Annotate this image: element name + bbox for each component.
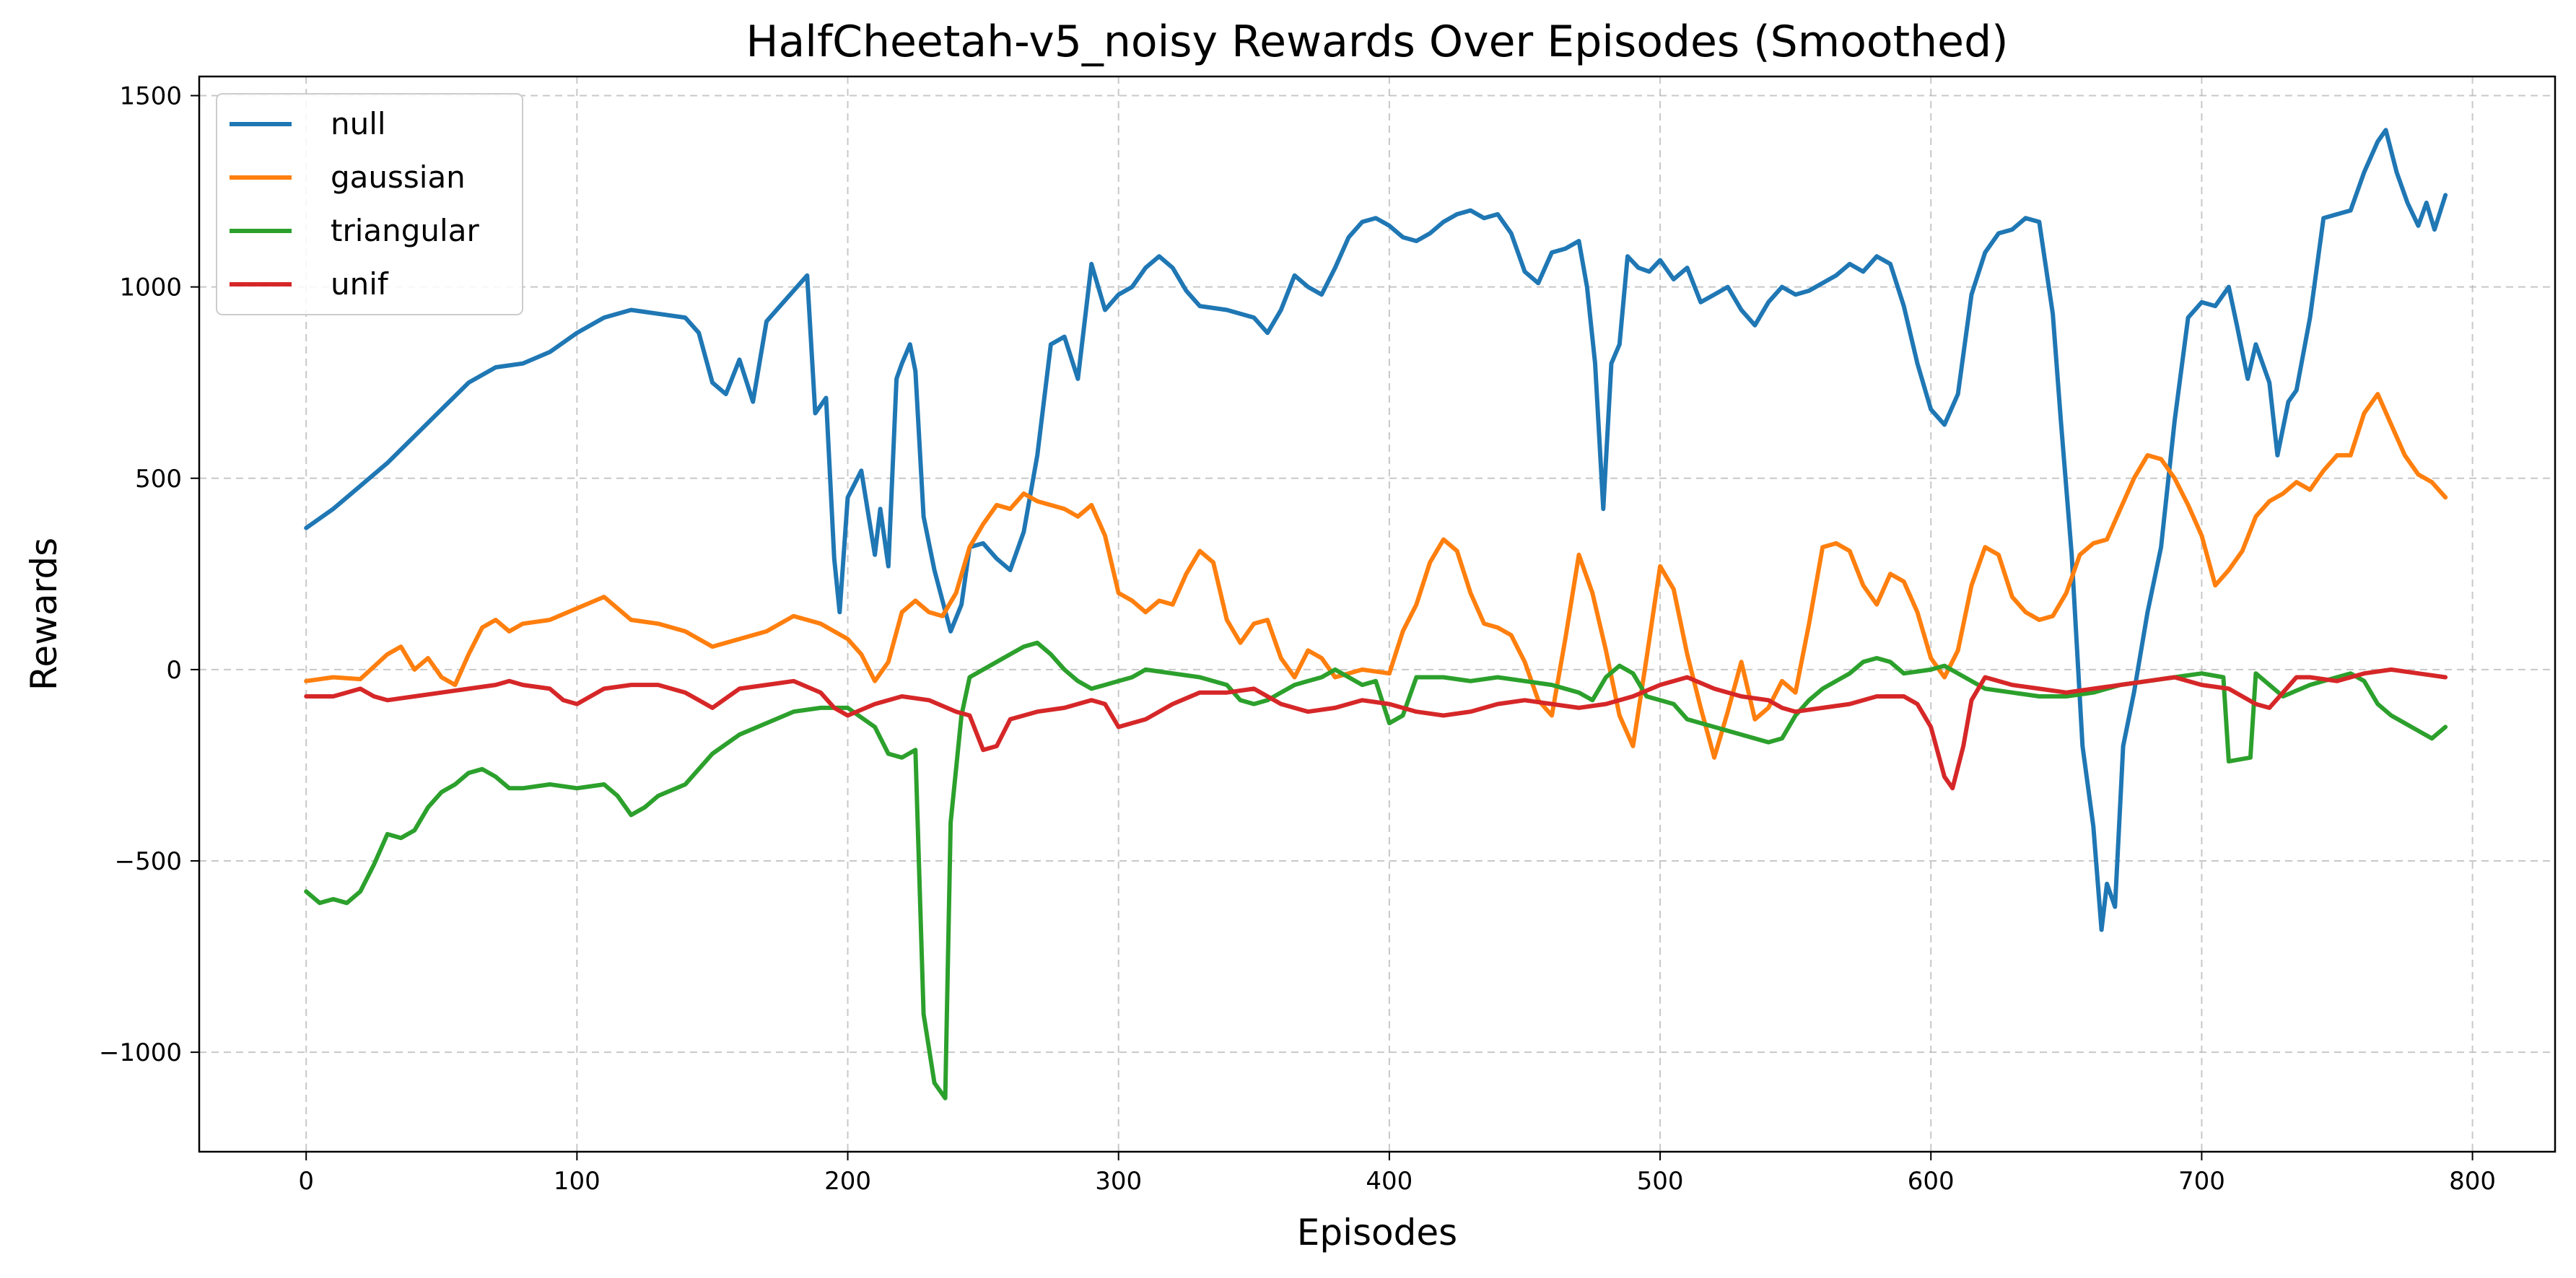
x-tick-label: 100 <box>554 1167 601 1196</box>
legend: null gaussian triangular unif <box>216 93 523 315</box>
x-tick-label: 300 <box>1095 1167 1142 1196</box>
plot-area-frame <box>198 75 2557 1153</box>
x-tick-label: 500 <box>1637 1167 1684 1196</box>
x-axis-title: Episodes <box>1297 1212 1457 1253</box>
legend-label-triangular: triangular <box>331 213 479 248</box>
series-line-gaussian <box>304 392 2448 760</box>
y-axis-title: Rewards <box>23 538 65 691</box>
y-tick-label: 500 <box>135 465 182 494</box>
y-tick-label: −1000 <box>99 1038 182 1067</box>
series-line-triangular <box>304 640 2448 1100</box>
grid-lines <box>199 76 2555 1152</box>
legend-label-null: null <box>331 106 386 141</box>
series-line-unif <box>304 667 2448 791</box>
x-tick-label: 700 <box>2178 1167 2225 1196</box>
axis-ticks: 0 100 200 300 400 500 600 700 800 1500 1000 500 0 −50… <box>99 82 2496 1196</box>
series-line-null <box>304 128 2448 932</box>
series-lines <box>304 128 2448 1100</box>
y-tick-label: 1000 <box>119 273 182 302</box>
legend-label-unif: unif <box>331 266 389 302</box>
y-tick-label: −500 <box>115 847 182 876</box>
chart-title: HalfCheetah-v5_noisy Rewards Over Episod… <box>746 17 2008 67</box>
legend-box <box>216 93 523 315</box>
y-tick-label: 1500 <box>119 82 182 111</box>
y-tick-label: 0 <box>166 656 182 685</box>
x-tick-label: 400 <box>1366 1167 1413 1196</box>
legend-label-gaussian: gaussian <box>331 159 466 195</box>
x-tick-label: 800 <box>2449 1167 2496 1196</box>
x-tick-label: 600 <box>1908 1167 1955 1196</box>
x-tick-label: 200 <box>824 1167 871 1196</box>
x-tick-label: 0 <box>298 1167 314 1196</box>
